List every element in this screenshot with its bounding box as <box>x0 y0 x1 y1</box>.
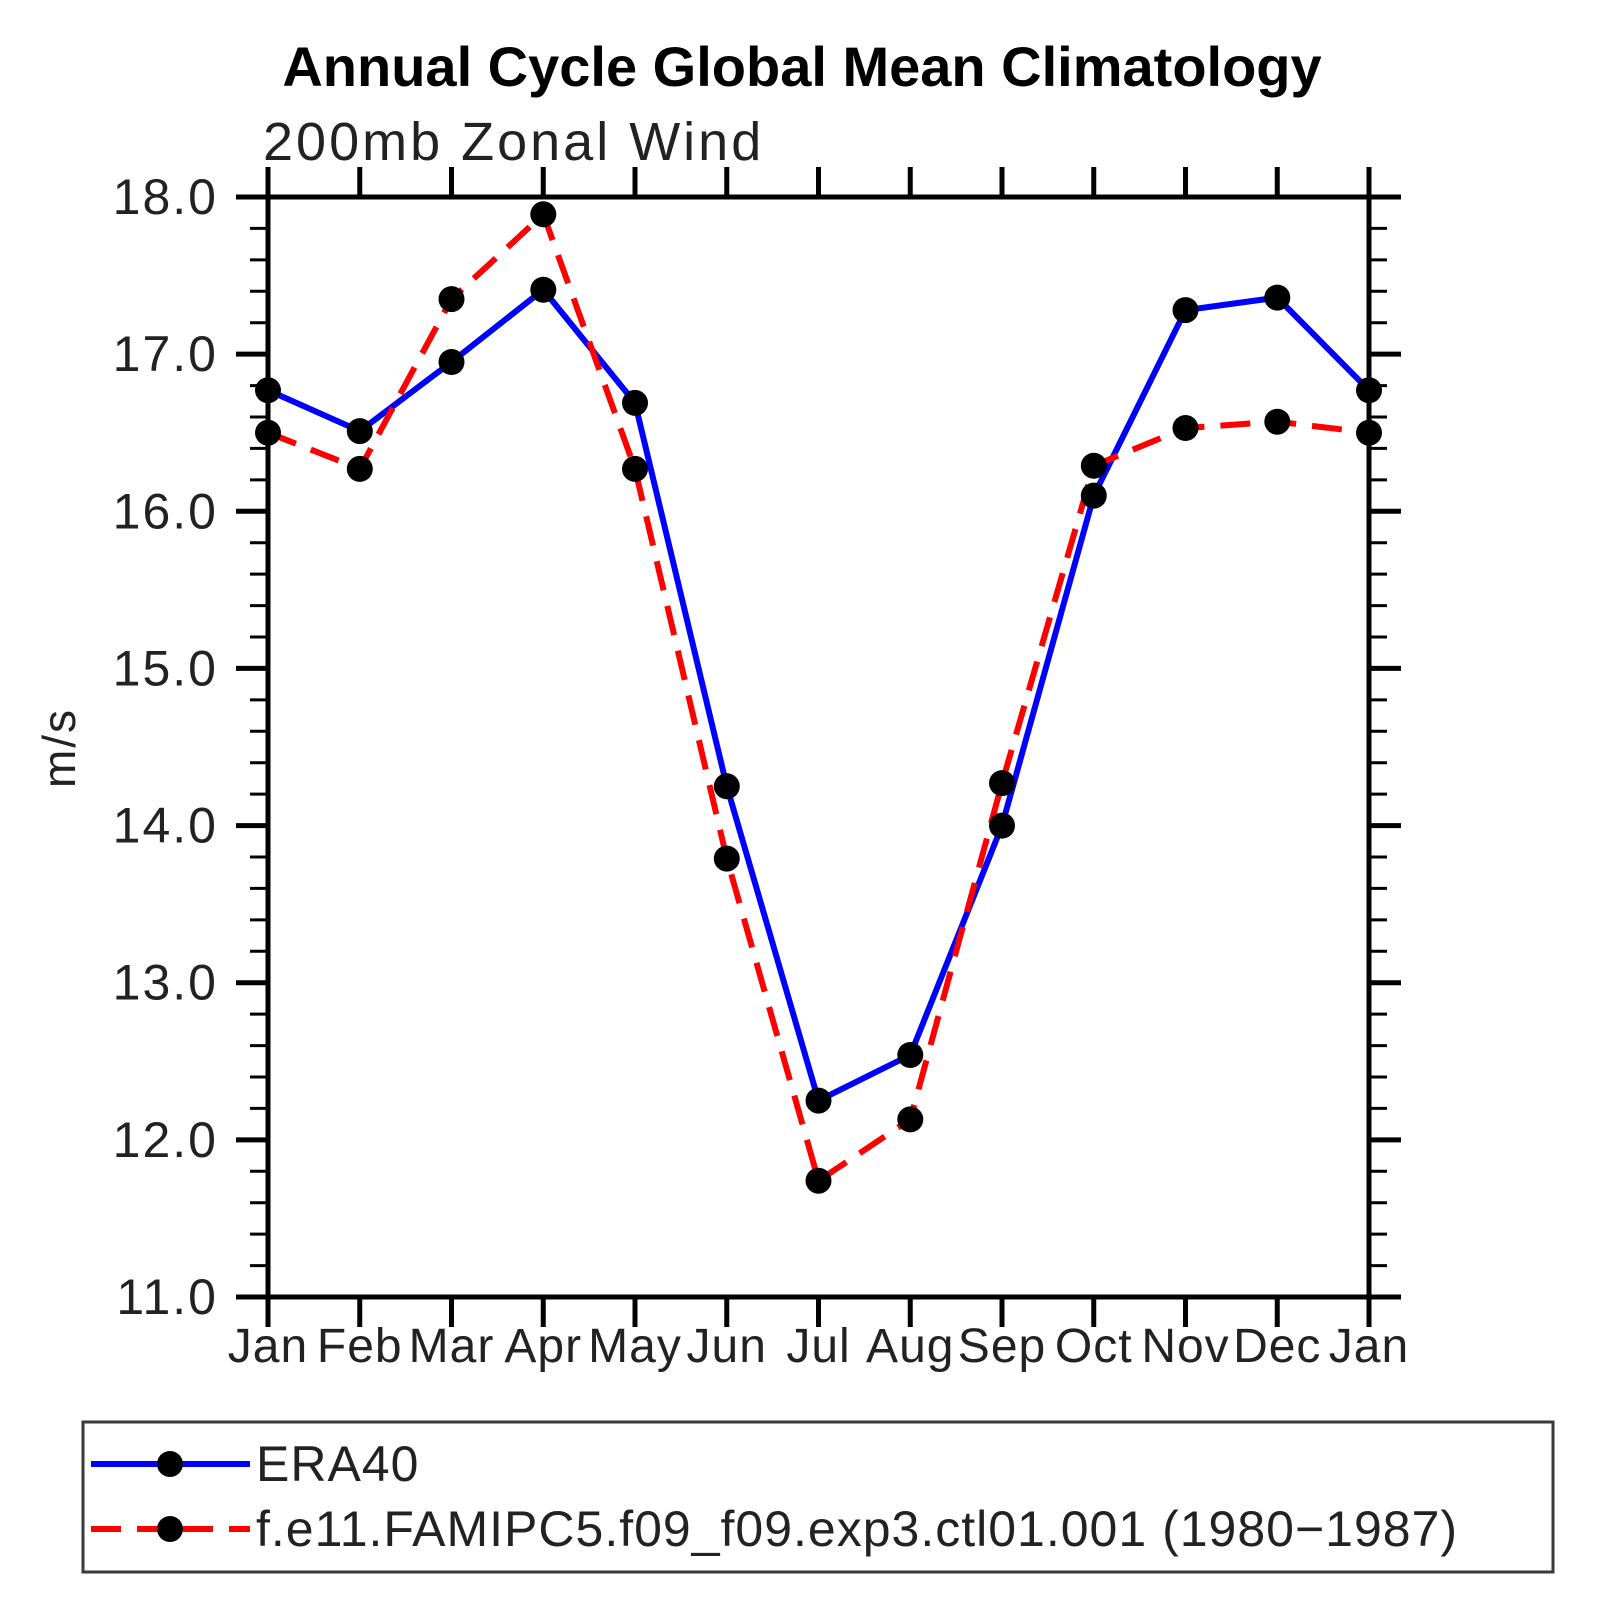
data-point-era40-jan-0 <box>255 377 281 404</box>
legend-marker-era40 <box>157 1451 183 1477</box>
x-tick-label-feb: Feb <box>317 1320 403 1373</box>
data-point-model-nov-10 <box>1172 415 1199 441</box>
x-tick-label-mar: Mar <box>409 1320 495 1373</box>
data-point-era40-feb-1 <box>346 418 373 445</box>
data-point-model-may-4 <box>622 455 648 482</box>
legend-label-model: f.e11.FAMIPC5.f09_f09.exp3.ctl01.001 (19… <box>256 1501 1458 1557</box>
data-point-model-apr-3 <box>530 201 557 228</box>
data-point-model-jan-12 <box>1356 419 1382 446</box>
x-tick-label-jan: Jan <box>1329 1320 1409 1373</box>
data-point-era40-jul-6 <box>805 1087 832 1114</box>
series-line-model <box>266 209 1370 1186</box>
y-tick-label: 11.0 <box>116 1269 218 1325</box>
data-point-era40-aug-7 <box>897 1042 924 1068</box>
x-tick-label-jun: Jun <box>687 1320 767 1373</box>
series-line-era40 <box>266 285 1372 1105</box>
data-point-era40-oct-9 <box>1080 482 1107 509</box>
y-tick-label: 17.0 <box>113 326 218 382</box>
data-point-model-mar-2 <box>438 286 465 313</box>
legend-label-era40: ERA40 <box>256 1436 419 1492</box>
data-point-era40-apr-3 <box>530 276 557 303</box>
data-point-model-feb-1 <box>346 455 373 482</box>
data-point-era40-jun-5 <box>713 773 740 800</box>
data-point-model-aug-7 <box>897 1106 924 1133</box>
series-markers <box>255 201 1382 1194</box>
data-point-model-jan-0 <box>255 419 281 446</box>
x-tick-label-oct: Oct <box>1055 1320 1133 1373</box>
data-point-era40-jan-12 <box>1356 377 1382 404</box>
y-tick-label: 15.0 <box>113 640 218 696</box>
x-tick-label-jan: Jan <box>228 1320 308 1373</box>
data-point-era40-sep-8 <box>989 812 1015 839</box>
y-tick-label: 16.0 <box>113 483 218 539</box>
x-tick-label-sep: Sep <box>958 1320 1046 1373</box>
legend-box <box>81 1420 1555 1574</box>
x-tick-label-apr: Apr <box>504 1320 582 1373</box>
data-point-model-dec-11 <box>1264 408 1291 435</box>
y-tick-label: 13.0 <box>113 955 218 1011</box>
data-point-era40-may-4 <box>622 389 648 416</box>
y-axis-label: m/s <box>33 708 85 788</box>
plot-frame <box>265 194 1372 1300</box>
data-point-model-oct-9 <box>1080 452 1107 479</box>
legend: ERA40 f.e11.FAMIPC5.f09_f09.exp3.ctl01.0… <box>81 1420 1555 1574</box>
chart-title: Annual Cycle Global Mean Climatology <box>282 35 1321 98</box>
y-tick-label: 18.0 <box>113 169 218 225</box>
data-point-model-sep-8 <box>989 770 1015 797</box>
y-tick-label: 12.0 <box>113 1112 218 1168</box>
x-tick-label-dec: Dec <box>1233 1320 1321 1373</box>
data-point-model-jul-6 <box>805 1167 832 1194</box>
x-tick-label-nov: Nov <box>1141 1320 1229 1373</box>
data-point-era40-nov-10 <box>1172 297 1199 324</box>
y-tick-label: 14.0 <box>113 798 218 854</box>
data-point-era40-dec-11 <box>1264 284 1291 311</box>
data-point-model-jun-5 <box>713 845 740 872</box>
x-tick-label-aug: Aug <box>866 1320 954 1373</box>
series-lines <box>266 209 1372 1186</box>
x-tick-label-may: May <box>588 1320 682 1373</box>
chart-subtitle: 200mb Zonal Wind <box>263 112 764 172</box>
x-tick-label-jul: Jul <box>786 1320 850 1373</box>
legend-marker-model <box>157 1516 183 1542</box>
data-point-era40-mar-2 <box>438 349 465 375</box>
